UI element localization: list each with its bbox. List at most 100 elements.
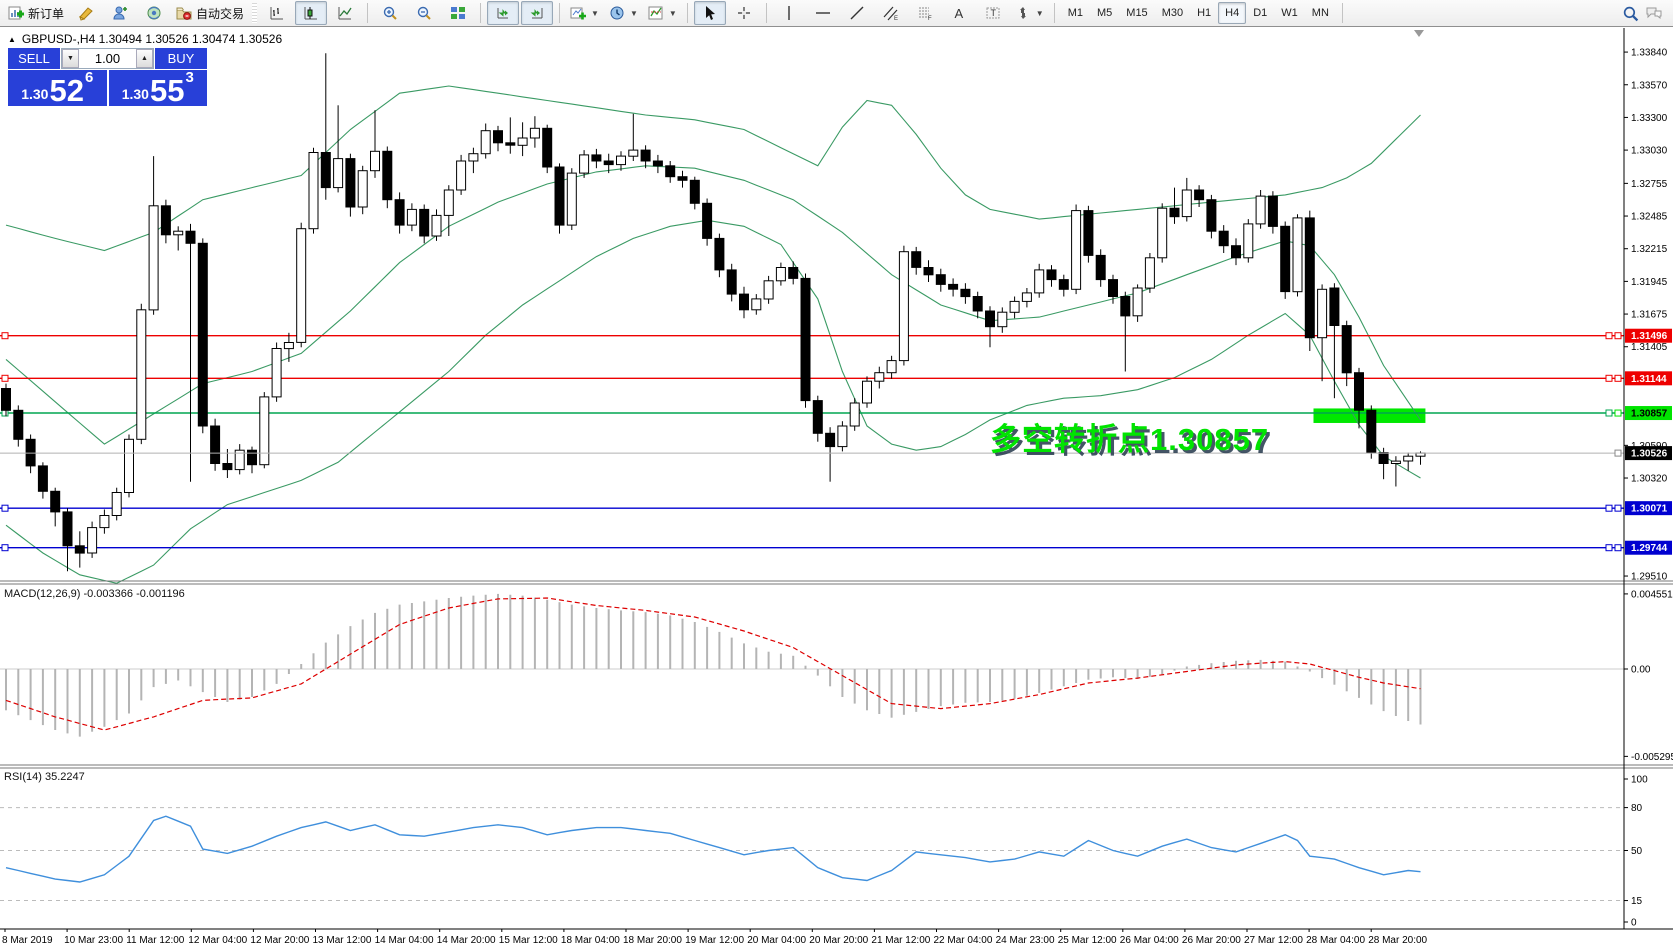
price-tag [1625, 371, 1672, 386]
indicators-button[interactable]: ▼ [644, 1, 681, 25]
candle-bear [1218, 230, 1229, 247]
hline-anchor[interactable] [1605, 544, 1613, 552]
timeframe-h4[interactable]: H4 [1218, 2, 1247, 24]
vertical-line-button[interactable] [773, 1, 805, 25]
new-chart-button[interactable]: ▼ [566, 1, 603, 25]
crosshair-button[interactable] [728, 1, 760, 25]
toolbar-separator [1341, 3, 1343, 23]
candle-bull [296, 228, 307, 343]
hline-anchor[interactable] [1, 544, 9, 552]
zoom-in-button[interactable] [374, 1, 406, 25]
sell-price-display[interactable]: 1.30 52 6 [8, 70, 107, 106]
candle-bull [99, 515, 110, 529]
price-tag [1625, 540, 1672, 555]
toolbar-separator [480, 3, 482, 23]
cursor-button[interactable] [693, 1, 726, 25]
candlestick-button[interactable] [295, 1, 328, 25]
autotrading-button[interactable]: 自动交易 [172, 1, 248, 25]
axis-tick-label: 1.33840 [1631, 48, 1668, 59]
text-button[interactable]: A [943, 1, 975, 25]
chart-canvas[interactable]: 1.33840 1.33570 1.33300 1.33030 1.32755 1.324… [0, 28, 1673, 950]
candle-bear [825, 432, 836, 448]
autoscroll-button[interactable] [487, 1, 520, 25]
price-tag-label: 1.30526 [1631, 449, 1668, 460]
symbol-ohlc-label: GBPUSD-,H4 1.30494 1.30526 1.30474 1.305… [21, 32, 283, 46]
hline-anchor[interactable] [1605, 504, 1613, 512]
market-button[interactable] [138, 1, 170, 25]
chart-annotation-text[interactable]: 多空转折点1.30857 [990, 422, 1270, 457]
candle-bull [898, 251, 909, 362]
text-tool-label: A [954, 5, 964, 21]
search-icon[interactable] [1622, 5, 1639, 22]
timeframe-mn[interactable]: MN [1311, 7, 1329, 19]
dropdown-arrow-icon: ▼ [629, 8, 638, 18]
timeframe-m30[interactable]: M30 [1161, 7, 1184, 19]
bar-chart-icon [270, 7, 284, 20]
buy-button[interactable]: BUY [155, 48, 207, 69]
timeframe-w1[interactable]: W1 [1281, 7, 1298, 19]
candle-bear [1304, 217, 1315, 339]
timeframe-m1[interactable]: M1 [1067, 7, 1083, 19]
hline-anchor[interactable] [1, 409, 9, 417]
axis-tick-label: 1.29510 [1631, 572, 1668, 583]
buy-price-display[interactable]: 1.30 55 3 [108, 70, 207, 106]
axis-tick-label: 1.31675 [1631, 310, 1668, 321]
sell-button[interactable]: SELL [8, 48, 60, 69]
hline-anchor[interactable] [1605, 374, 1613, 382]
candle-bull [148, 205, 159, 311]
candle-bear [812, 400, 823, 434]
candle-bear [185, 230, 196, 244]
candle-bull [357, 170, 368, 208]
channel-icon: E [883, 6, 898, 21]
chart-shift-button[interactable] [521, 1, 554, 25]
text-label-button[interactable]: T [977, 1, 1009, 25]
timeframe-m15[interactable]: M15 [1126, 7, 1148, 19]
volume-down-button[interactable]: ▼ [62, 49, 79, 68]
candle-bear [1046, 269, 1057, 281]
collapse-triangle-icon[interactable]: ▲ [8, 34, 16, 44]
timeframe-h1[interactable]: H1 [1197, 7, 1212, 19]
timeframe-d1[interactable]: D1 [1253, 7, 1268, 19]
hline-anchor[interactable] [1605, 409, 1613, 417]
tag-anchor [1614, 544, 1622, 552]
new-order-button[interactable]: 新订单 [4, 1, 68, 25]
svg-text:F: F [928, 16, 932, 21]
tag-anchor [1614, 504, 1622, 512]
volume-up-button[interactable]: ▲ [136, 49, 153, 68]
tile-windows-button[interactable] [442, 1, 474, 25]
hline-anchor[interactable] [1, 504, 9, 512]
bar-chart-button[interactable] [261, 1, 293, 25]
candle-bear [1378, 452, 1389, 465]
candle-bear [739, 293, 749, 311]
chart-shift-marker[interactable] [1414, 30, 1424, 37]
horizontal-line-button[interactable] [807, 1, 839, 25]
candle-bull [87, 527, 98, 554]
time-label: 20 Mar 04:00 [747, 935, 806, 946]
candle-bull [566, 172, 577, 226]
one-click-trade-panel: SELL ▼ ▲ BUY 1.30 52 6 1.30 55 3 [8, 48, 207, 106]
hline-anchor[interactable] [1605, 332, 1613, 340]
candle-bear [505, 142, 516, 146]
trendline-button[interactable] [841, 1, 873, 25]
community-button[interactable] [104, 1, 136, 25]
zoom-out-button[interactable] [408, 1, 440, 25]
channel-button[interactable]: E [875, 1, 907, 25]
candle-bull [775, 267, 786, 282]
hline-anchor[interactable] [1, 374, 9, 382]
candle-bull [370, 150, 380, 172]
hline-anchor[interactable] [1, 332, 9, 340]
price-tag-label: 1.30857 [1631, 409, 1668, 420]
arrows-button[interactable]: ▼ [1011, 1, 1048, 25]
candle-bull [271, 348, 282, 398]
timeframe-m5[interactable]: M5 [1097, 7, 1113, 19]
chat-icon[interactable] [1645, 5, 1663, 21]
metaeditor-button[interactable] [70, 1, 102, 25]
profiles-button[interactable]: ▼ [605, 1, 642, 25]
volume-input[interactable] [79, 49, 136, 68]
candle-bear [652, 160, 663, 167]
price-tag-label: 1.31144 [1631, 374, 1667, 385]
fibonacci-button[interactable]: F [909, 1, 941, 25]
line-chart-button[interactable] [329, 1, 361, 25]
candle-bear [1329, 287, 1340, 326]
